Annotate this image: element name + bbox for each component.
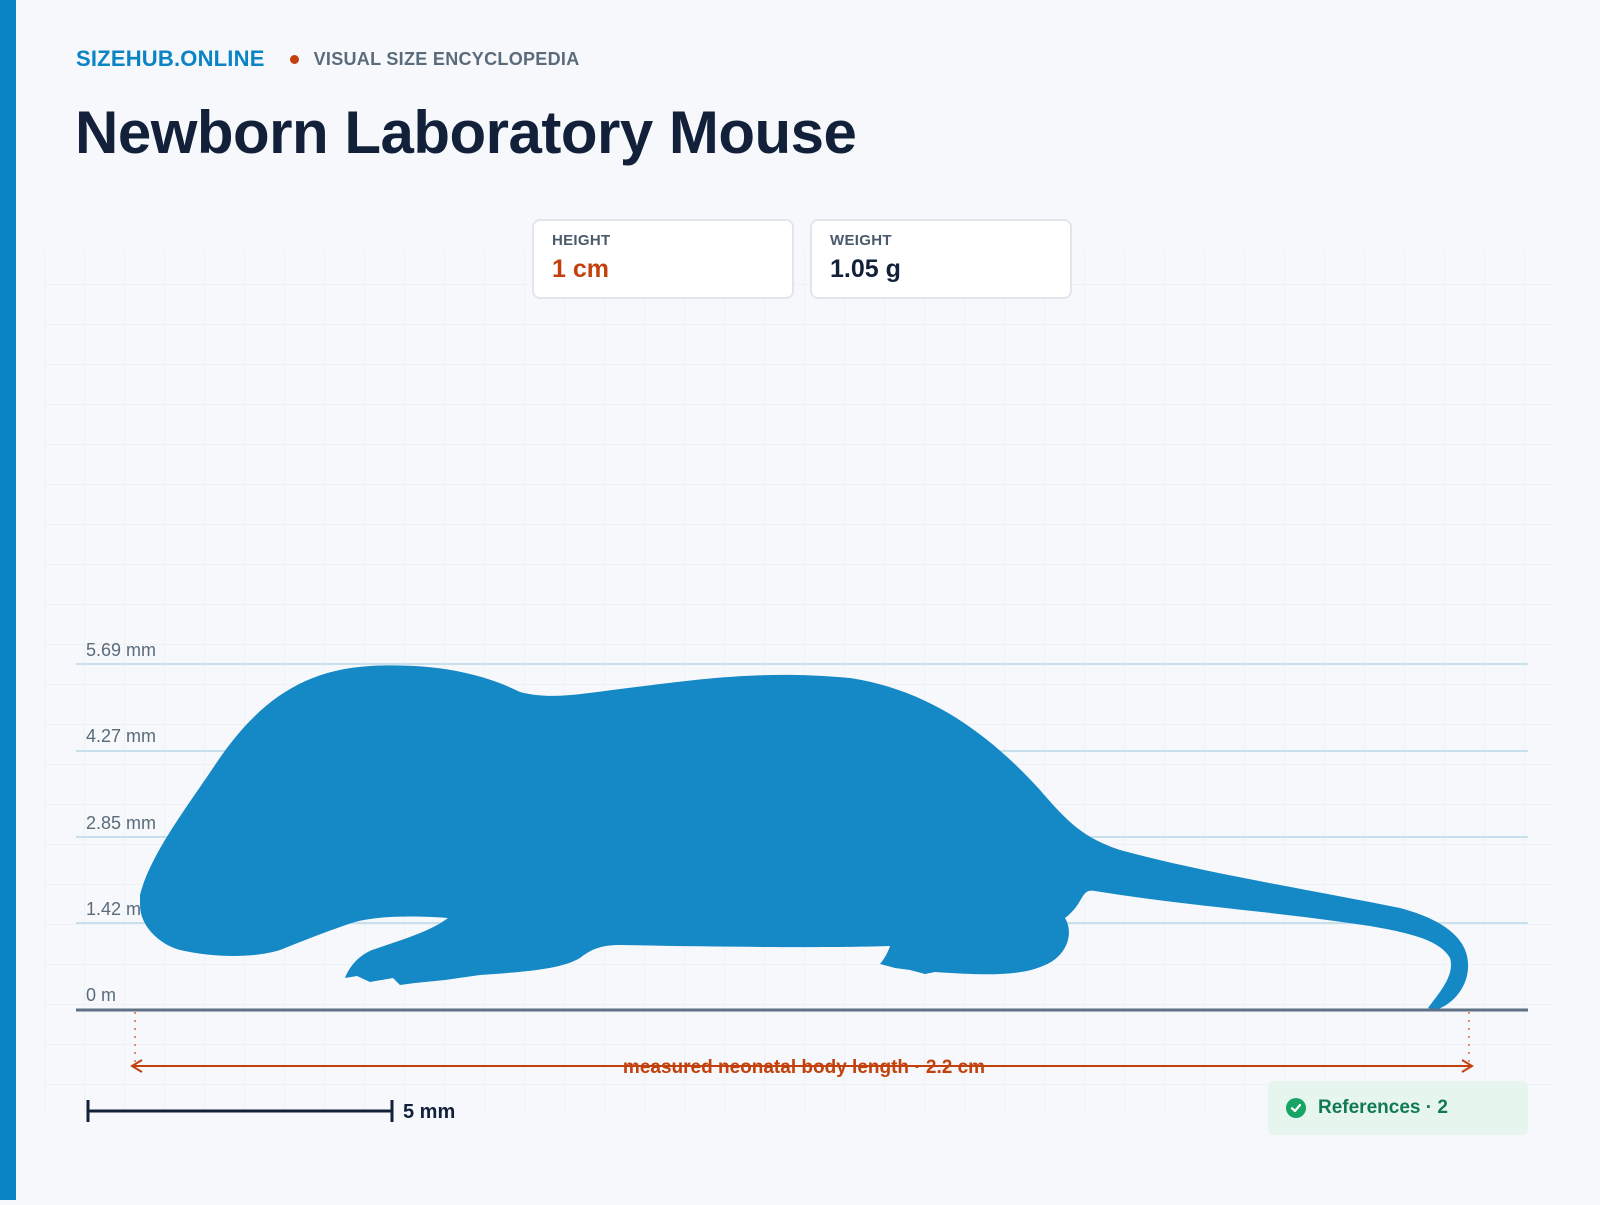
height-card: HEIGHT 1 cm (532, 219, 794, 299)
check-circle-icon (1286, 1098, 1306, 1118)
page-title: Newborn Laboratory Mouse (75, 99, 857, 166)
separator-dot-icon (289, 54, 299, 64)
length-measurement: measured neonatal body length · 2.2 cm (130, 1012, 1474, 1078)
references-label: References · 2 (1318, 1097, 1448, 1118)
weight-label: WEIGHT (830, 232, 892, 249)
ruler-tick-label: 5.69 mm (86, 640, 156, 660)
ruler-tick-label: 4.27 mm (86, 726, 156, 746)
mouse-silhouette (140, 665, 1469, 1010)
arrow-right-icon (1461, 1059, 1474, 1073)
weight-value: 1.05 g (830, 255, 901, 283)
accent-stripe (0, 0, 16, 1200)
scale-bar: 5 mm (86, 1100, 455, 1123)
site-header: SIZEHUB.ONLINE VISUAL SIZE ENCYCLOPEDIA (76, 46, 580, 72)
ruler-tick-label: 2.85 mm (86, 813, 156, 833)
arrow-left-icon (130, 1059, 143, 1073)
height-value: 1 cm (552, 255, 609, 283)
ruler-tick-label: 0 m (86, 985, 116, 1005)
measure-label: measured neonatal body length · 2.2 cm (623, 1057, 985, 1078)
scale-bar-label: 5 mm (403, 1101, 455, 1123)
references-button[interactable]: References · 2 (1268, 1081, 1528, 1135)
brand-link[interactable]: SIZEHUB.ONLINE (76, 46, 265, 71)
site-tagline: VISUAL SIZE ENCYCLOPEDIA (313, 48, 580, 69)
weight-card: WEIGHT 1.05 g (810, 219, 1072, 299)
ruler-tick-label: 1.42 mm (86, 899, 156, 919)
height-label: HEIGHT (552, 232, 611, 249)
